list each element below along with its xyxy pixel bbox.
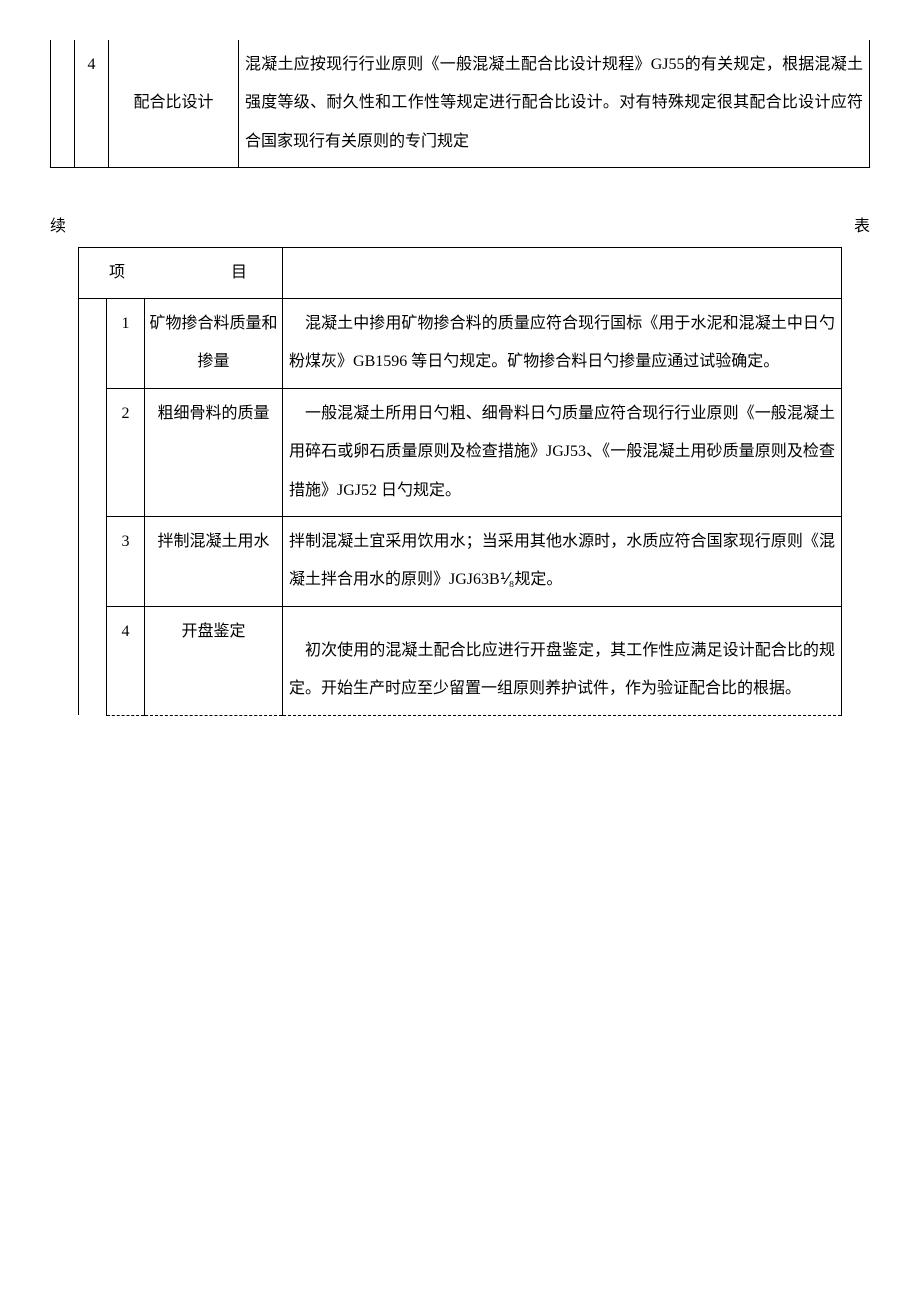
row2-desc: 一般混凝土所用日勺粗、细骨料日勺质量应符合现行行业原则《一般混凝土用碎石或卵石质… [283,388,842,516]
row3-name: 拌制混凝土用水 [145,516,283,606]
row1-num: 1 [107,298,145,388]
row1-desc: 混凝土中掺用矿物掺合料的质量应符合现行国标《用于水泥和混凝土中日勺粉煤灰》GB1… [283,298,842,388]
table-row-num: 4 [75,40,109,168]
table-row: 3 拌制混凝土用水 拌制混凝土宜采用饮用水；当采用其他水源时，水质应符合国家现行… [79,516,842,606]
table-header-row: 项 目 [79,247,842,298]
row2-num: 2 [107,388,145,516]
row3-desc: 拌制混凝土宜采用饮用水；当采用其他水源时，水质应符合国家现行原则《混凝土拌合用水… [283,516,842,606]
header-project: 项 目 [79,247,283,298]
row1-name: 矿物掺合料质量和掺量 [145,298,283,388]
row4-num: 4 [107,606,145,715]
continuation-left: 续 [50,208,66,246]
row4-desc: 初次使用的混凝土配合比应进行开盘鉴定，其工作性应满足设计配合比的规定。开始生产时… [283,606,842,715]
table-row-empty [51,40,75,168]
table-row-desc: 混凝土应按现行行业原则《一般混凝土配合比设计规程》GJ55的有关规定，根据混凝土… [239,40,870,168]
table-row: 2 粗细骨料的质量 一般混凝土所用日勺粗、细骨料日勺质量应符合现行行业原则《一般… [79,388,842,516]
header-empty [283,247,842,298]
row3-num: 3 [107,516,145,606]
table-left-spacer [79,298,107,715]
table-row: 1 矿物掺合料质量和掺量 混凝土中掺用矿物掺合料的质量应符合现行国标《用于水泥和… [79,298,842,388]
table-row: 4 开盘鉴定 初次使用的混凝土配合比应进行开盘鉴定，其工作性应满足设计配合比的规… [79,606,842,715]
table-row-name: 配合比设计 [109,40,239,168]
row2-name: 粗细骨料的质量 [145,388,283,516]
continuation-label: 续 表 [50,208,870,246]
table-top: 4 配合比设计 混凝土应按现行行业原则《一般混凝土配合比设计规程》GJ55的有关… [50,40,870,168]
continuation-right: 表 [854,208,870,246]
row4-name: 开盘鉴定 [145,606,283,715]
table-continued: 项 目 1 矿物掺合料质量和掺量 混凝土中掺用矿物掺合料的质量应符合现行国标《用… [78,247,842,716]
